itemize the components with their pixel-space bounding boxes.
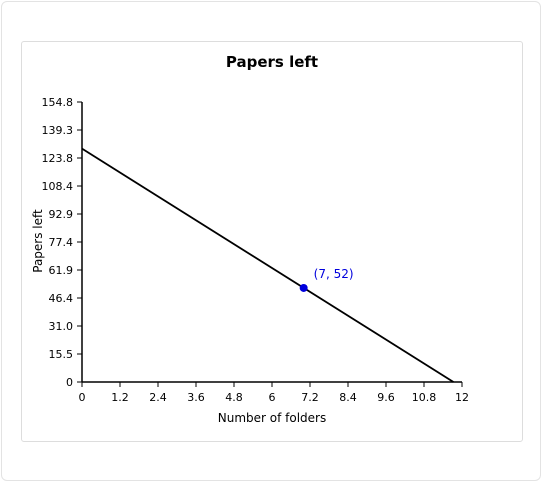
x-axis-label: Number of folders [218,411,327,425]
y-tick-label: 77.4 [49,236,74,249]
y-tick-label: 139.3 [42,124,74,137]
y-tick-label: 123.8 [42,152,74,165]
x-tick-label: 6 [269,391,276,404]
series-line [81,147,454,383]
highlight-point [299,283,308,292]
y-tick-label: 31.0 [49,320,74,333]
x-tick-label: 1.2 [111,391,129,404]
y-tick-label: 0 [66,376,73,389]
point-label: (7, 52) [314,267,354,281]
y-tick-label: 108.4 [42,180,74,193]
x-tick-label: 8.4 [339,391,357,404]
chart-card [21,41,523,442]
y-tick-label: 46.4 [49,292,74,305]
x-tick-label: 10.8 [412,391,437,404]
annotation-layer: (7, 52) [299,267,354,292]
chart-title: Papers left [226,53,318,71]
y-tick-label: 92.9 [49,208,74,221]
x-tick-label: 12 [455,391,469,404]
x-ticks: 0 1.2 2.4 3.6 4.8 6 7.2 8.4 9.6 10.8 12 [79,382,469,404]
y-tick-label: 61.9 [49,264,74,277]
y-ticks: 0 15.5 31.0 46.4 61.9 77.4 92.9 108.4 123.8 139.3… [42,96,82,389]
x-tick-label: 0 [79,391,86,404]
y-tick-label: 15.5 [49,348,74,361]
x-tick-label: 3.6 [187,391,205,404]
x-tick-label: 4.8 [225,391,243,404]
x-tick-label: 9.6 [377,391,395,404]
x-tick-label: 7.2 [301,391,319,404]
x-tick-label: 2.4 [149,391,167,404]
y-axis-label: Papers left [31,209,45,273]
y-tick-label: 154.8 [42,96,74,109]
series-layer [81,147,454,383]
